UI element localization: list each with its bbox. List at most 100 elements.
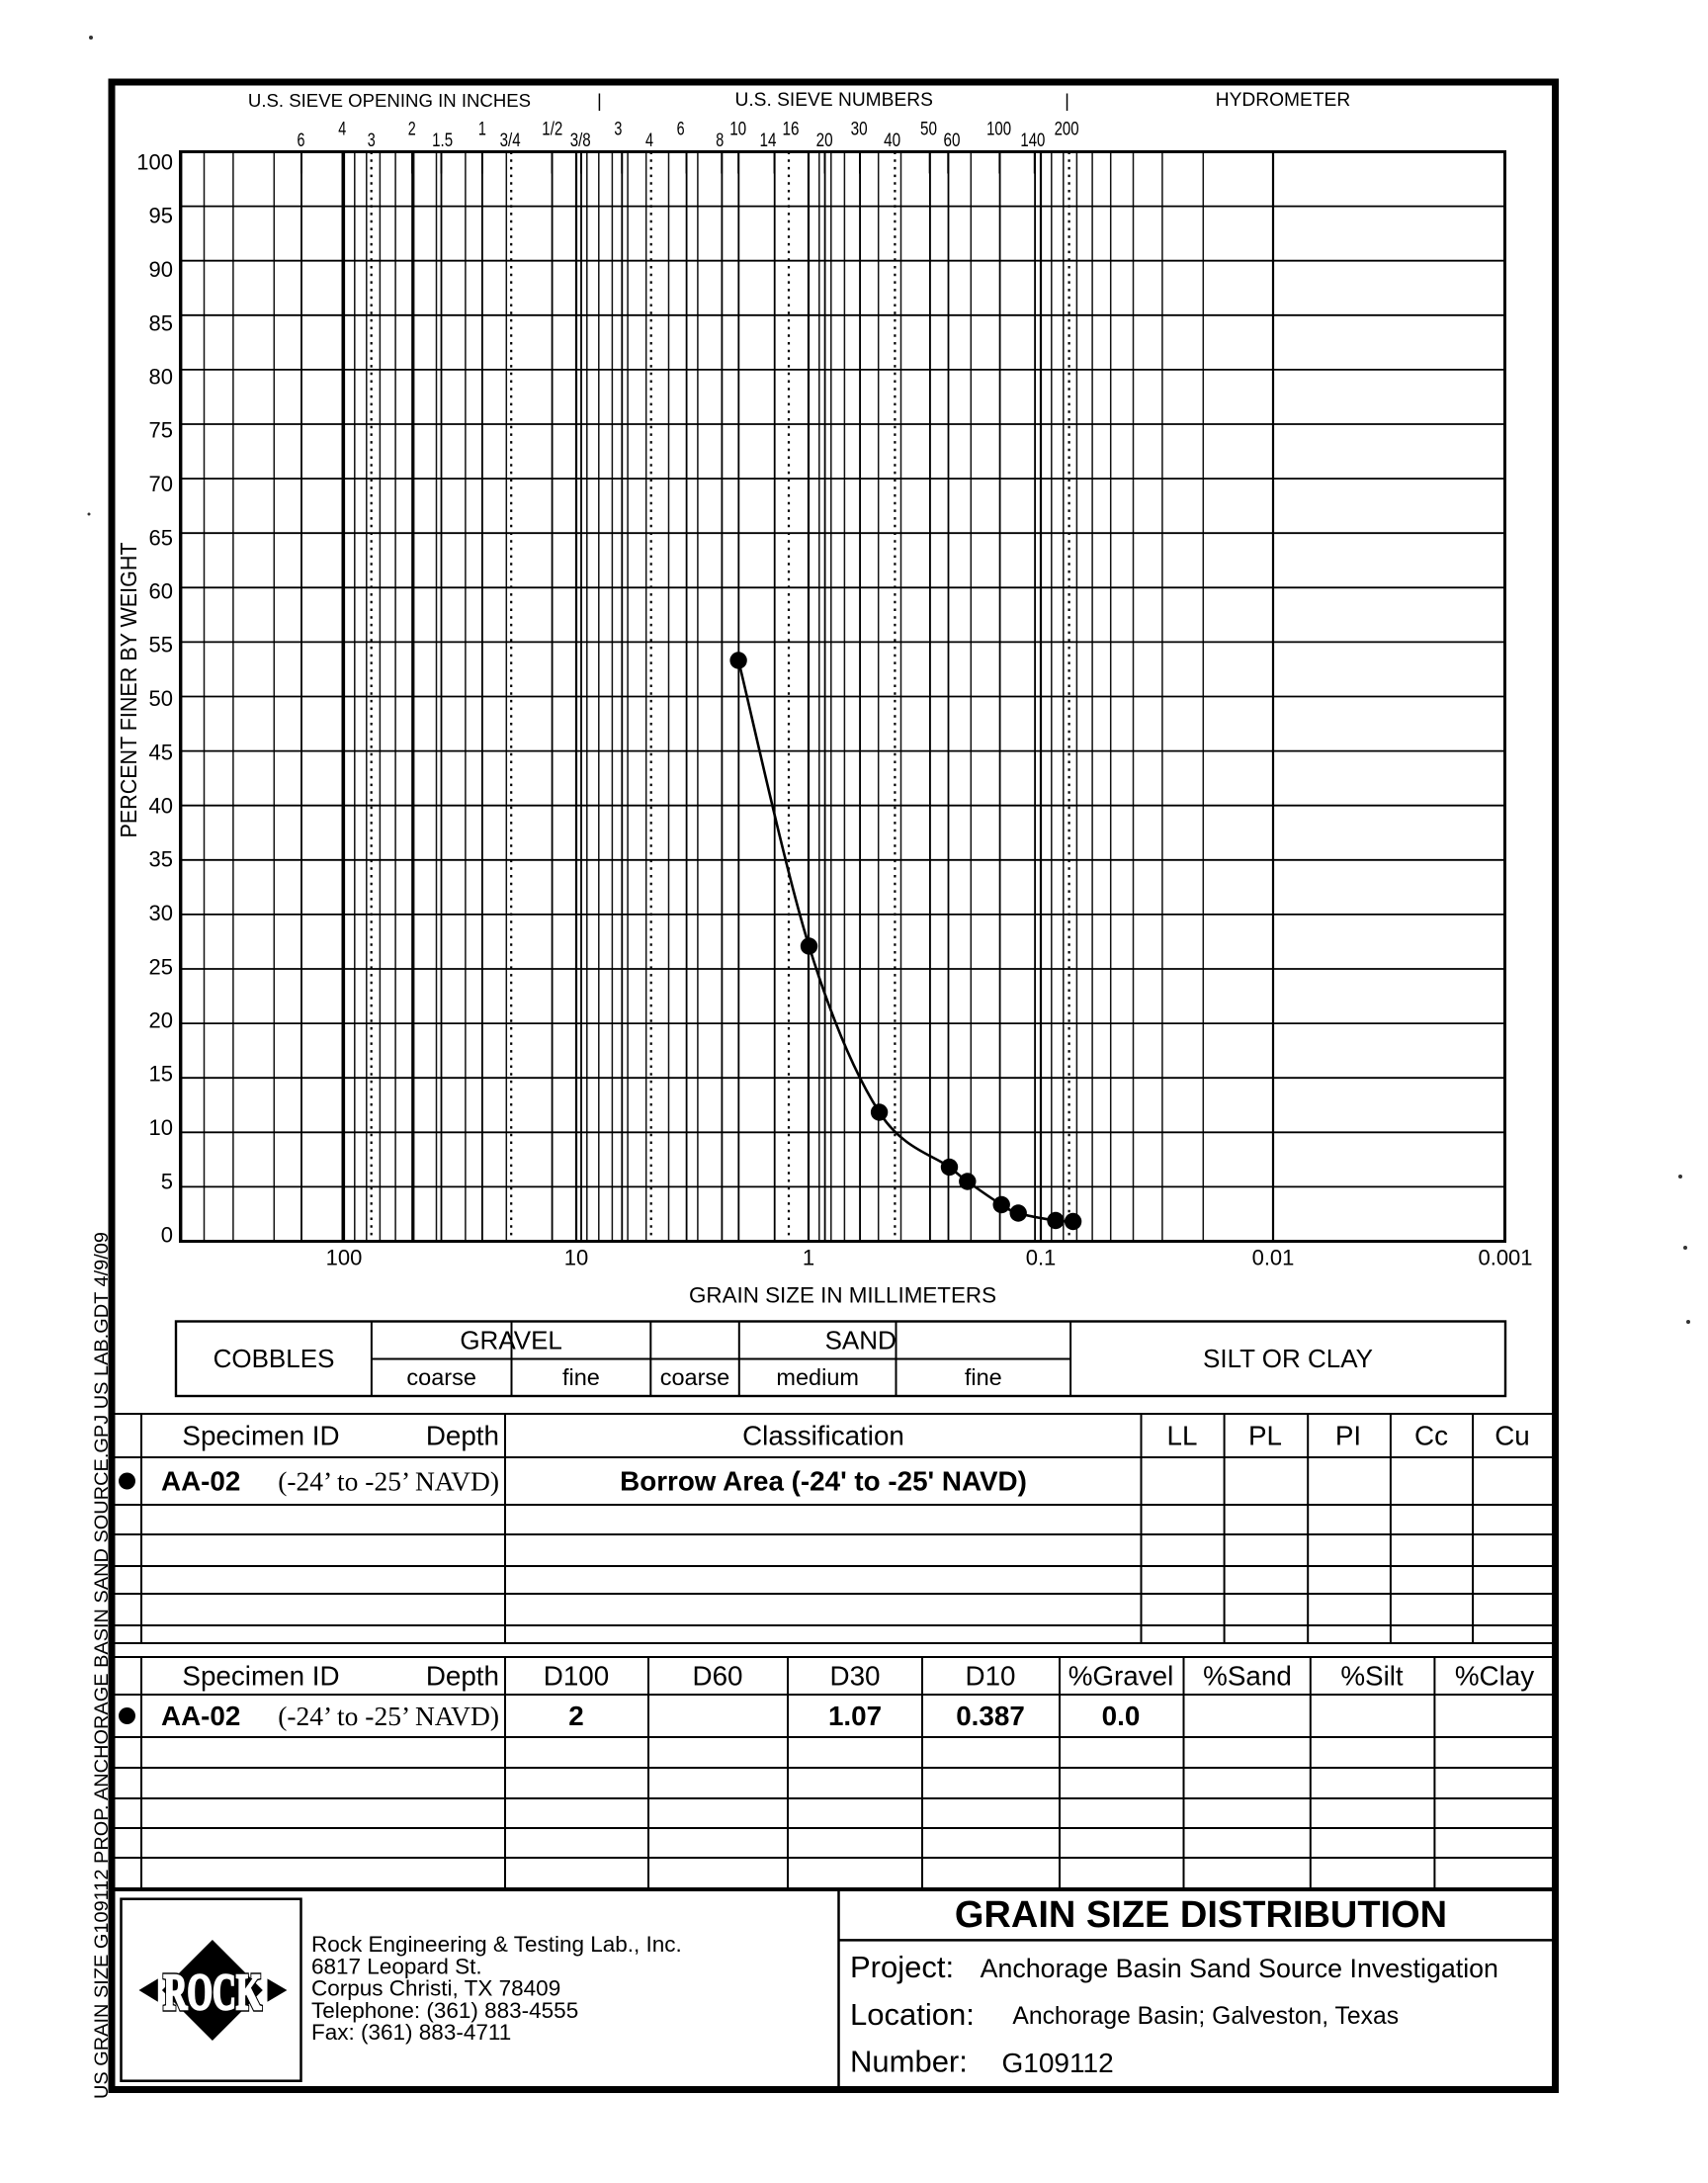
svg-text:55: 55 — [149, 633, 173, 657]
svg-text:0.001: 0.001 — [1478, 1246, 1532, 1270]
svg-text:25: 25 — [149, 954, 173, 979]
svg-text:PERCENT FINER BY WEIGHT: PERCENT FINER BY WEIGHT — [116, 543, 141, 838]
svg-text:95: 95 — [149, 204, 173, 228]
svg-text:75: 75 — [149, 418, 173, 443]
svg-text:1.5: 1.5 — [432, 130, 453, 151]
svg-text:medium: medium — [776, 1364, 859, 1390]
svg-text:3/8: 3/8 — [570, 130, 591, 151]
svg-text:Anchorage Basin; Galveston, Te: Anchorage Basin; Galveston, Texas — [1012, 2003, 1399, 2030]
svg-text:ROCK: ROCK — [164, 1965, 262, 2021]
svg-text:1.07: 1.07 — [828, 1701, 882, 1731]
svg-text:15: 15 — [149, 1062, 173, 1087]
svg-text:G109112: G109112 — [1002, 2048, 1114, 2078]
svg-text:coarse: coarse — [406, 1364, 476, 1390]
svg-text:6817 Leopard St.: 6817 Leopard St. — [311, 1954, 482, 1978]
svg-text:3: 3 — [614, 119, 622, 140]
svg-text:Telephone: (361) 883-4555: Telephone: (361) 883-4555 — [311, 1998, 578, 2023]
svg-text:Classification: Classification — [742, 1421, 904, 1451]
svg-text:COBBLES: COBBLES — [214, 1344, 335, 1373]
svg-text:30: 30 — [149, 901, 173, 925]
svg-text:20: 20 — [816, 130, 833, 151]
svg-text:|: | — [1065, 90, 1069, 111]
svg-text:Corpus Christi, TX 78409: Corpus Christi, TX 78409 — [311, 1976, 560, 2001]
svg-text:10: 10 — [564, 1246, 588, 1270]
svg-text:HYDROMETER: HYDROMETER — [1216, 90, 1350, 111]
svg-text:%Sand: %Sand — [1203, 1661, 1292, 1692]
svg-text:4: 4 — [645, 130, 653, 151]
svg-text:D30: D30 — [830, 1661, 881, 1692]
svg-text:Depth: Depth — [426, 1661, 499, 1692]
svg-text:2: 2 — [408, 119, 416, 140]
svg-text:AA-02: AA-02 — [161, 1466, 240, 1497]
svg-text:Cu: Cu — [1494, 1421, 1530, 1451]
svg-text:US GRAIN SIZE G109112 PROP.: US GRAIN SIZE G109112 PROP. ANCHORAGE BA… — [92, 1232, 113, 2099]
svg-text:1/2: 1/2 — [542, 119, 562, 140]
svg-text:140: 140 — [1020, 130, 1045, 151]
svg-text:14: 14 — [760, 130, 777, 151]
svg-text:80: 80 — [149, 365, 173, 390]
svg-text:Anchorage Basin Sand Source In: Anchorage Basin Sand Source Investigatio… — [981, 1954, 1498, 1983]
svg-text:D60: D60 — [693, 1661, 743, 1692]
svg-text:0: 0 — [161, 1223, 173, 1248]
svg-text:85: 85 — [149, 310, 173, 335]
svg-text:50: 50 — [920, 119, 937, 140]
svg-text:0.0: 0.0 — [1102, 1701, 1141, 1731]
svg-text:Specimen ID: Specimen ID — [182, 1421, 339, 1451]
svg-text:(-24’ to -25’ NAVD): (-24’ to -25’ NAVD) — [278, 1466, 499, 1497]
svg-text:30: 30 — [851, 119, 868, 140]
svg-text:20: 20 — [149, 1008, 173, 1033]
svg-text:LL: LL — [1167, 1421, 1198, 1451]
svg-text:3: 3 — [368, 130, 376, 151]
svg-text:Fax: (361) 883-4711: Fax: (361) 883-4711 — [311, 2020, 511, 2045]
svg-text:40: 40 — [884, 130, 900, 151]
svg-text:ROCK: ROCK — [164, 1965, 262, 2021]
svg-text:70: 70 — [149, 472, 173, 496]
svg-text:Borrow Area (-24' to -25' NAVD: Borrow Area (-24' to -25' NAVD) — [620, 1466, 1027, 1497]
svg-text:1: 1 — [803, 1246, 814, 1270]
svg-text:Rock Engineering & Testing Lab: Rock Engineering & Testing Lab., Inc. — [311, 1932, 682, 1957]
svg-text:90: 90 — [149, 257, 173, 282]
svg-text:65: 65 — [149, 525, 173, 550]
svg-text:GRAVEL: GRAVEL — [460, 1326, 562, 1355]
svg-text:Cc: Cc — [1414, 1421, 1448, 1451]
svg-text:fine: fine — [562, 1364, 600, 1390]
svg-text:200: 200 — [1055, 119, 1079, 140]
svg-text:16: 16 — [783, 119, 800, 140]
svg-text:(-24’ to -25’ NAVD): (-24’ to -25’ NAVD) — [278, 1701, 499, 1731]
svg-text:4: 4 — [338, 119, 346, 140]
svg-text:SILT OR CLAY: SILT OR CLAY — [1203, 1344, 1373, 1373]
svg-text:U.S. SIEVE NUMBERS: U.S. SIEVE NUMBERS — [734, 90, 932, 111]
svg-text:40: 40 — [149, 794, 173, 819]
svg-text:Location:: Location: — [850, 1997, 975, 2032]
svg-text:8: 8 — [716, 130, 724, 151]
svg-text:GRAIN SIZE DISTRIBUTION: GRAIN SIZE DISTRIBUTION — [955, 1894, 1447, 1936]
svg-text:10: 10 — [149, 1115, 173, 1140]
svg-text:50: 50 — [149, 686, 173, 711]
svg-text:2: 2 — [568, 1701, 583, 1731]
svg-text:10: 10 — [729, 119, 746, 140]
svg-text:5: 5 — [161, 1169, 173, 1193]
svg-text:3/4: 3/4 — [500, 130, 521, 151]
svg-text:U.S. SIEVE OPENING IN INCHES: U.S. SIEVE OPENING IN INCHES — [248, 90, 531, 111]
svg-text:1: 1 — [478, 119, 486, 140]
svg-text:%Clay: %Clay — [1455, 1661, 1534, 1692]
svg-text:D100: D100 — [544, 1661, 609, 1692]
svg-text:Specimen ID: Specimen ID — [182, 1661, 339, 1692]
svg-text:60: 60 — [944, 130, 961, 151]
svg-text:|: | — [597, 90, 602, 111]
svg-text:Depth: Depth — [426, 1421, 499, 1451]
svg-text:D10: D10 — [966, 1661, 1016, 1692]
svg-text:AA-02: AA-02 — [161, 1701, 240, 1731]
svg-text:coarse: coarse — [660, 1364, 730, 1390]
svg-text:PL: PL — [1248, 1421, 1282, 1451]
svg-text:GRAIN SIZE IN MILLIMETERS: GRAIN SIZE IN MILLIMETERS — [689, 1283, 996, 1308]
svg-text:0.01: 0.01 — [1252, 1246, 1295, 1270]
svg-text:100: 100 — [986, 119, 1011, 140]
svg-text:6: 6 — [298, 130, 305, 151]
svg-text:100: 100 — [136, 150, 173, 175]
svg-text:PI: PI — [1335, 1421, 1361, 1451]
svg-text:100: 100 — [326, 1246, 363, 1270]
svg-text:%Gravel: %Gravel — [1068, 1661, 1174, 1692]
svg-text:%Silt: %Silt — [1340, 1661, 1404, 1692]
svg-text:Number:: Number: — [850, 2045, 968, 2079]
